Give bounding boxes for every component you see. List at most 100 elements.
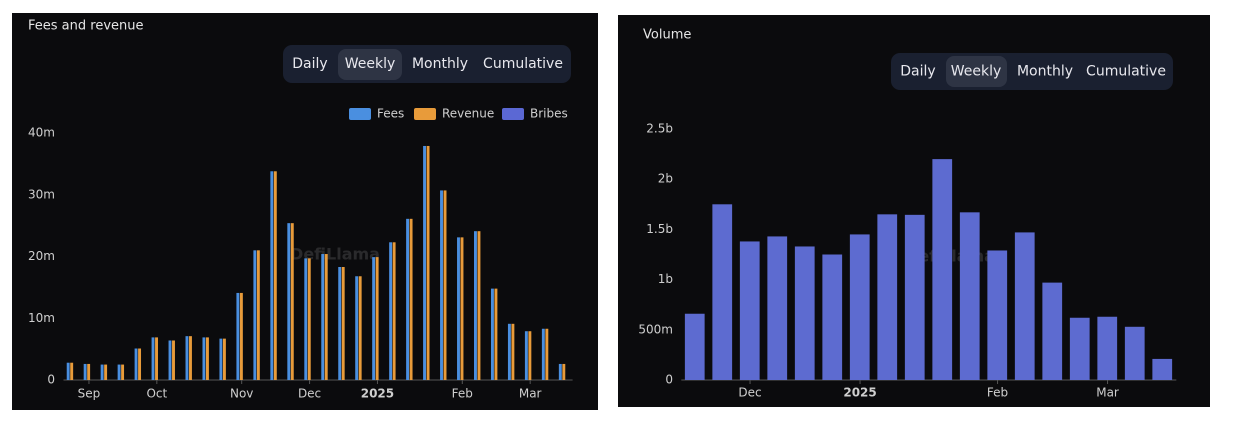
bar (270, 171, 274, 380)
bar (474, 231, 477, 380)
bar (959, 212, 980, 380)
bar (426, 145, 430, 380)
bar (321, 254, 325, 380)
bar (155, 337, 158, 380)
bar (290, 223, 294, 380)
bar (904, 214, 925, 380)
x-tick-label: Mar (1096, 386, 1119, 400)
bar (849, 234, 870, 380)
bar (338, 266, 342, 380)
x-tick-label: Feb (452, 387, 473, 401)
bar (987, 250, 1008, 380)
bar (189, 336, 192, 380)
bar (767, 236, 788, 380)
x-tick-label: Mar (519, 387, 542, 401)
bar (202, 337, 206, 380)
period-button[interactable]: Weekly (951, 64, 1002, 80)
bar (117, 364, 121, 380)
bar (151, 337, 155, 380)
watermark: DefiLlama (290, 245, 380, 264)
bar (66, 362, 70, 380)
bar (239, 292, 243, 380)
bar (304, 258, 308, 380)
period-button[interactable]: Cumulative (483, 56, 563, 72)
bar (1014, 232, 1035, 380)
x-tick-label: 2025 (843, 386, 876, 400)
bar (1042, 282, 1063, 380)
bar (273, 171, 277, 380)
period-button[interactable]: Monthly (412, 56, 468, 72)
bar (822, 254, 843, 380)
y-tick-label: 30m (28, 187, 55, 201)
bar (528, 331, 532, 380)
active-period (946, 56, 1007, 87)
y-tick-label: 40m (28, 126, 55, 140)
volume-chart: VolumeDailyWeeklyMonthlyCumulativeDefiLl… (618, 15, 1210, 407)
bar (83, 363, 87, 380)
y-tick-label: 1b (658, 272, 673, 286)
bar (739, 241, 760, 380)
bar (794, 246, 815, 380)
y-tick-label: 0 (665, 373, 673, 387)
x-tick-label: Sep (78, 387, 101, 401)
bar (1069, 317, 1090, 380)
bar (1124, 326, 1145, 380)
y-tick-label: 0 (47, 373, 55, 387)
bar (185, 336, 189, 380)
bar (457, 237, 460, 380)
bar (219, 338, 223, 380)
period-button[interactable]: Monthly (1017, 64, 1073, 80)
period-button[interactable]: Cumulative (1086, 64, 1166, 80)
y-tick-label: 10m (28, 311, 55, 325)
y-tick-label: 2b (658, 172, 673, 186)
bar (236, 292, 240, 380)
bar (392, 242, 396, 380)
x-tick-label: Nov (230, 387, 253, 401)
bar (562, 363, 566, 380)
bar (477, 231, 481, 380)
bar (375, 257, 379, 380)
bar (541, 328, 545, 380)
y-tick-label: 2.5b (646, 122, 673, 136)
bar (358, 276, 362, 380)
bar (545, 328, 549, 380)
bar (205, 337, 209, 380)
x-tick-label: Dec (738, 386, 761, 400)
bar (511, 323, 515, 380)
y-tick-label: 500m (638, 322, 673, 336)
chart-title: Fees and revenue (28, 19, 143, 34)
bar (134, 348, 138, 380)
bar (104, 364, 108, 380)
active-period (338, 49, 402, 80)
legend-swatch (502, 108, 524, 120)
bar (138, 348, 142, 380)
x-tick-label: Dec (298, 387, 321, 401)
bar (256, 250, 260, 380)
period-button[interactable]: Daily (292, 56, 327, 72)
bar (406, 218, 410, 380)
bar (307, 258, 311, 380)
bar (372, 257, 376, 380)
bar (423, 145, 427, 380)
period-button[interactable]: Weekly (345, 56, 396, 72)
bar (443, 190, 447, 380)
y-tick-label: 1.5b (646, 222, 673, 236)
bar (121, 364, 125, 380)
bar (355, 276, 359, 380)
bar (877, 214, 898, 380)
bar (100, 364, 104, 380)
bar (932, 159, 953, 380)
bar (172, 340, 175, 380)
bar (524, 331, 528, 380)
bar (253, 250, 257, 380)
x-tick-label: 2025 (361, 387, 394, 401)
period-button[interactable]: Daily (900, 64, 935, 80)
legend-label: Fees (377, 107, 404, 121)
bar (287, 223, 291, 380)
chart-title: Volume (643, 28, 691, 43)
x-tick-label: Feb (987, 386, 1008, 400)
bar (494, 288, 498, 380)
legend-swatch (349, 108, 371, 120)
bar (460, 237, 464, 380)
